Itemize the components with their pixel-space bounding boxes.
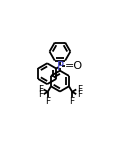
Text: F: F	[38, 90, 43, 99]
Text: F: F	[77, 85, 82, 94]
Text: F: F	[70, 97, 75, 106]
Text: F: F	[45, 97, 50, 106]
Text: F: F	[77, 90, 82, 99]
Text: P: P	[57, 60, 63, 73]
Text: F: F	[38, 85, 43, 94]
Text: =O: =O	[65, 61, 83, 71]
